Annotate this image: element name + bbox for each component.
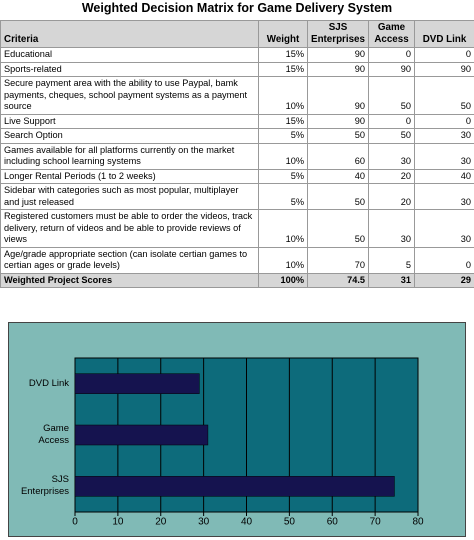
number-cell: 10% xyxy=(258,76,308,115)
number-cell: 0 xyxy=(414,246,474,274)
table-row: Age/grade appropriate section (can isola… xyxy=(0,246,474,274)
number-cell: 90 xyxy=(414,61,474,78)
number-cell: 40 xyxy=(307,168,369,185)
y-tick-label: Game Access xyxy=(38,423,69,446)
decision-matrix: Criteria Weight SJS Enterprises Game Access… xyxy=(0,19,474,289)
number-cell: 74.5 xyxy=(307,272,369,289)
criteria-cell: Longer Rental Periods (1 to 2 weeks) xyxy=(0,168,259,185)
x-tick-label: 80 xyxy=(412,517,424,528)
table-row: Registered customers must be able to ord… xyxy=(0,209,474,248)
column-header: Criteria xyxy=(0,19,259,49)
table-row: Search Option 5% 50 50 30 xyxy=(0,128,474,144)
number-cell: 40 xyxy=(414,168,474,185)
number-cell: 90 xyxy=(307,47,369,63)
header-row: Criteria Weight SJS Enterprises Game Access… xyxy=(0,19,474,49)
number-cell: 30 xyxy=(414,183,474,211)
number-cell: 5 xyxy=(368,246,415,274)
criteria-cell: Secure payment area with the ability to … xyxy=(0,76,259,115)
number-cell: 0 xyxy=(368,47,415,63)
table-row: Secure payment area with the ability to … xyxy=(0,76,474,115)
x-tick-label: 70 xyxy=(370,517,382,528)
table-row: Live Support 15% 90 0 0 xyxy=(0,113,474,130)
number-cell: 30 xyxy=(368,209,415,248)
criteria-cell: Registered customers must be able to ord… xyxy=(0,209,259,248)
x-tick-label: 60 xyxy=(327,517,339,528)
number-cell: 5% xyxy=(258,183,308,211)
table-row: Educational 15% 90 0 0 xyxy=(0,47,474,63)
number-cell: 50 xyxy=(307,209,369,248)
number-cell: 60 xyxy=(307,142,369,170)
number-cell: 0 xyxy=(368,113,415,130)
criteria-cell: Sports-related xyxy=(0,61,259,78)
number-cell: 5% xyxy=(258,168,308,185)
table-row: Longer Rental Periods (1 to 2 weeks) 5% 40… xyxy=(0,168,474,185)
number-cell: 90 xyxy=(307,113,369,130)
number-cell: 29 xyxy=(414,272,474,289)
number-cell: 15% xyxy=(258,61,308,78)
number-cell: 100% xyxy=(258,272,308,289)
criteria-cell: Weighted Project Scores xyxy=(0,272,259,289)
x-tick-label: 0 xyxy=(72,517,78,528)
table-row: Sidebar with categories such as most pop… xyxy=(0,183,474,211)
number-cell: 10% xyxy=(258,246,308,274)
number-cell: 50 xyxy=(307,183,369,211)
criteria-cell: Age/grade appropriate section (can isola… xyxy=(0,246,259,274)
number-cell: 31 xyxy=(368,272,415,289)
bar xyxy=(74,476,395,497)
number-cell: 15% xyxy=(258,113,308,130)
criteria-cell: Live Support xyxy=(0,113,259,130)
number-cell: 30 xyxy=(414,142,474,170)
chart: 0 10 20 30 40 50 60 70 80 xyxy=(72,357,424,528)
title: Weighted Decision Matrix for Game Delive… xyxy=(81,1,393,15)
number-cell: 70 xyxy=(307,246,369,274)
number-cell: 50 xyxy=(307,128,369,144)
y-tick-label: DVD Link xyxy=(28,377,69,389)
number-cell: 90 xyxy=(307,76,369,115)
number-cell: 90 xyxy=(307,61,369,78)
number-cell: 10% xyxy=(258,142,308,170)
table-row: Games available for all platforms curren… xyxy=(0,142,474,170)
number-cell: 50 xyxy=(368,128,415,144)
x-tick-label: 10 xyxy=(112,517,124,528)
bar xyxy=(74,424,209,446)
x-tick-label: 40 xyxy=(241,517,253,528)
number-cell: 20 xyxy=(368,183,415,211)
number-cell: 20 xyxy=(368,168,415,185)
criteria-cell: Sidebar with categories such as most pop… xyxy=(0,183,259,211)
number-cell: 10% xyxy=(258,209,308,248)
total-row: Weighted Project Scores 100% 74.5 31 29 xyxy=(0,272,474,289)
x-tick-label: 50 xyxy=(284,517,296,528)
number-cell: 30 xyxy=(368,142,415,170)
number-cell: 15% xyxy=(258,47,308,63)
table-body: Educational 15% 90 0 0 Sports-related 15% 90 90 9… xyxy=(0,47,474,289)
criteria-cell: Educational xyxy=(0,47,259,63)
chart-container: 0 10 20 30 40 50 60 70 80 DVD Link Game Access SJS… xyxy=(8,322,466,537)
number-cell: 50 xyxy=(368,76,415,115)
column-header: Weight xyxy=(258,19,308,49)
number-cell: 50 xyxy=(414,76,474,115)
number-cell: 90 xyxy=(368,61,415,78)
x-tick-label: 20 xyxy=(155,517,167,528)
criteria-cell: Search Option xyxy=(0,128,259,144)
y-tick-label: SJS Enterprises xyxy=(20,474,69,498)
bar xyxy=(74,373,200,394)
number-cell: 5% xyxy=(258,128,308,144)
criteria-cell: Games available for all platforms curren… xyxy=(0,142,259,170)
number-cell: 30 xyxy=(414,128,474,144)
number-cell: 30 xyxy=(414,209,474,248)
column-header: SJS Enterprises xyxy=(307,19,369,49)
column-header: Game Access xyxy=(368,19,415,49)
number-cell: 0 xyxy=(414,47,474,63)
x-tick-label: 30 xyxy=(198,517,210,528)
column-header: DVD Link xyxy=(414,19,474,49)
table-row: Sports-related 15% 90 90 90 xyxy=(0,61,474,78)
number-cell: 0 xyxy=(414,113,474,130)
